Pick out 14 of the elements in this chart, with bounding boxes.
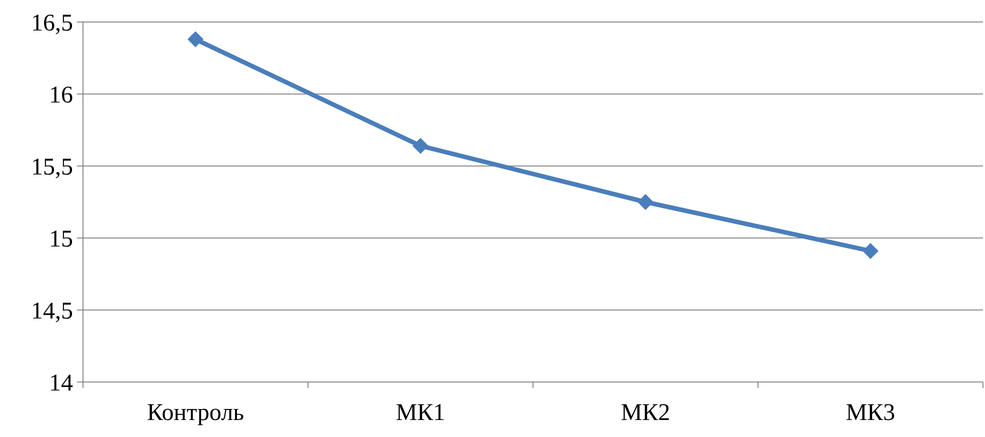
x-tick-label: МК3	[846, 400, 896, 426]
y-tick-label: 16,5	[31, 10, 73, 36]
point	[862, 242, 878, 259]
point	[188, 31, 204, 48]
y-tick-label: 14,5	[31, 298, 73, 324]
x-tick-label: Контроль	[146, 400, 244, 426]
y-tick-label: 15,5	[31, 154, 73, 180]
point	[638, 194, 654, 210]
y-tick-label: 15	[49, 226, 73, 252]
y-tick-label: 16	[49, 82, 73, 108]
x-tick-label: МК2	[620, 400, 670, 426]
x-tick-label: МК1	[396, 400, 446, 426]
point	[412, 138, 428, 154]
y-tick-label: 14	[49, 370, 73, 396]
